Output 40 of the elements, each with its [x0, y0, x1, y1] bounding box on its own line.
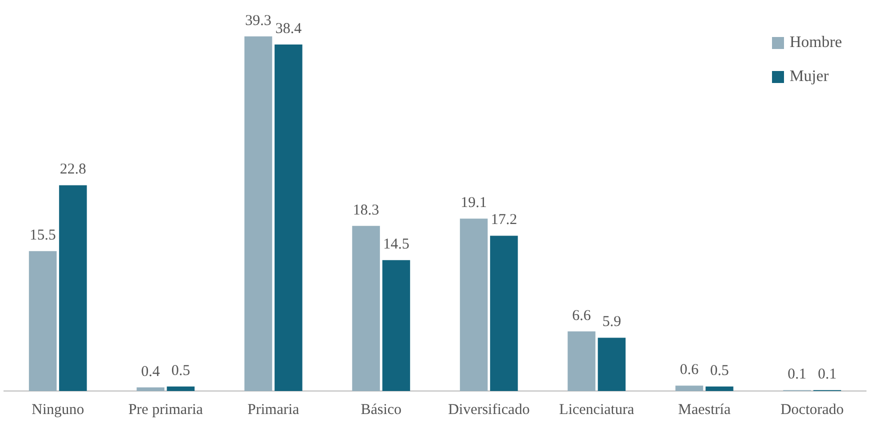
bar [59, 185, 87, 391]
x-tick-label: Primaria [248, 402, 300, 418]
data-label: 0.1 [818, 366, 837, 383]
bar [460, 218, 488, 391]
data-label: 5.9 [602, 314, 622, 330]
bar [136, 387, 164, 391]
data-label: 15.5 [30, 228, 56, 244]
x-tick-label: Doctorado [780, 402, 844, 418]
bar [598, 338, 626, 391]
x-tick-label: Ninguno [32, 402, 84, 418]
x-tick-label: Maestría [678, 402, 731, 418]
legend-label: Mujer [790, 68, 829, 86]
x-tick-label: Licenciatura [559, 402, 634, 418]
bar [490, 236, 518, 391]
x-tick-label: Básico [360, 402, 402, 418]
bar [352, 226, 380, 391]
legend-label: Hombre [790, 34, 842, 52]
data-label: 0.4 [141, 364, 160, 380]
bar [568, 331, 596, 391]
x-tick-label: Pre primaria [128, 402, 204, 418]
data-label: 6.6 [572, 308, 592, 324]
x-tick-label: Diversificado [448, 402, 530, 418]
bar [274, 44, 302, 391]
data-label: 0.6 [680, 362, 700, 378]
data-label: 38.4 [275, 20, 302, 37]
bar [675, 386, 704, 391]
data-label: 22.8 [60, 162, 86, 178]
bar [706, 386, 734, 391]
bar [28, 251, 57, 391]
bar [166, 386, 195, 391]
data-label: 0.5 [710, 362, 729, 379]
data-label: 17.2 [490, 212, 518, 228]
data-label: 19.1 [460, 195, 487, 212]
data-label: 18.3 [352, 202, 380, 218]
data-label: 39.3 [245, 12, 272, 29]
data-label: 0.1 [788, 366, 806, 383]
bar [382, 260, 410, 391]
data-label: 0.5 [171, 362, 190, 379]
bar [244, 36, 272, 391]
data-label: 14.5 [383, 236, 410, 253]
